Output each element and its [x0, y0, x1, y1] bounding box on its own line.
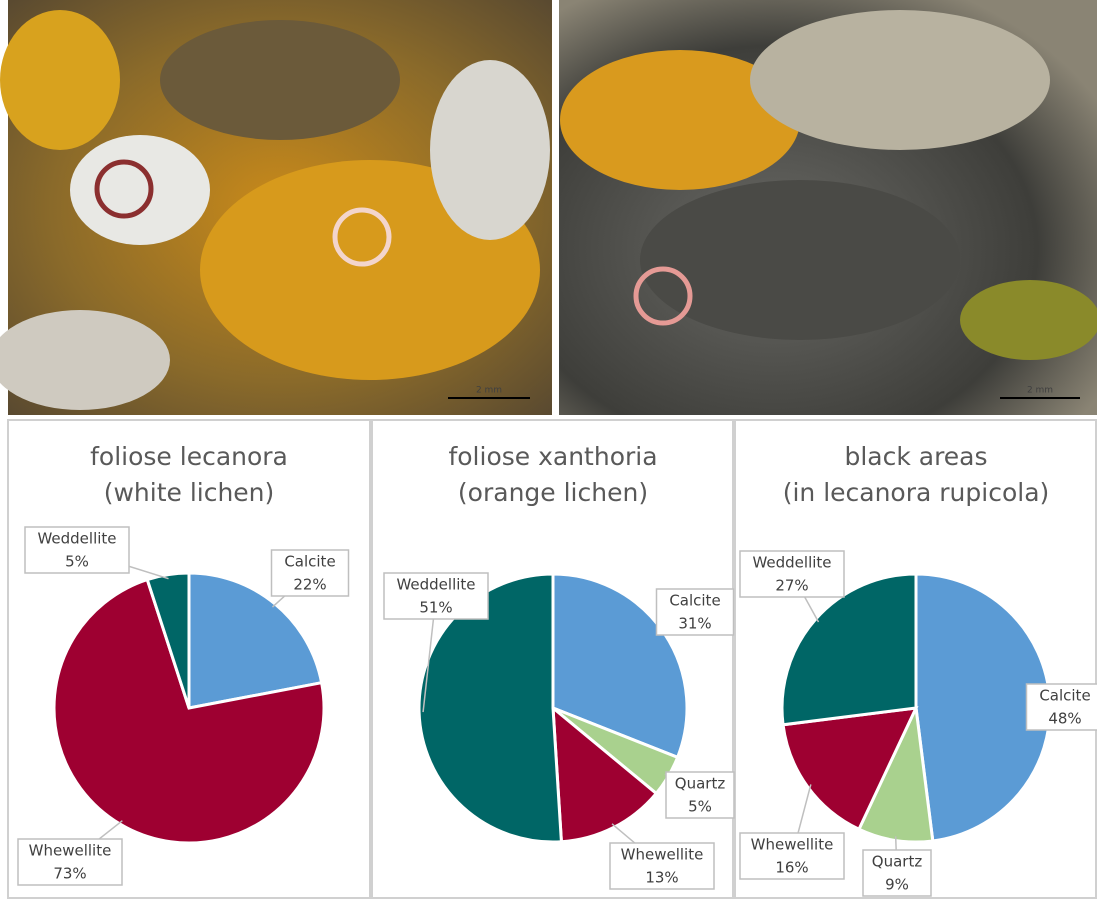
label-category: Whewellite — [621, 846, 704, 864]
label-value: 27% — [775, 577, 808, 595]
data-label: Quartz 9% — [862, 849, 932, 897]
label-box — [270, 549, 350, 597]
data-label: Weddellite 27% — [739, 550, 845, 598]
data-label: Whewellite 73% — [17, 838, 123, 886]
data-label: Quartz 5% — [665, 771, 735, 819]
label-category: Calcite — [284, 553, 335, 571]
data-label: Calcite 48% — [1025, 683, 1097, 731]
data-label: Calcite 22% — [270, 549, 350, 597]
label-category: Calcite — [669, 592, 720, 610]
pie-slice — [780, 572, 918, 727]
label-category: Weddellite — [37, 530, 116, 548]
label-box — [862, 849, 932, 897]
pie-slice — [417, 572, 564, 844]
label-category: Whewellite — [751, 836, 834, 854]
scale-label: 2 mm — [476, 386, 502, 396]
label-value: 13% — [645, 869, 678, 887]
label-category: Weddellite — [396, 576, 475, 594]
pie-slice — [781, 706, 919, 832]
scale-label: 2 mm — [1027, 386, 1053, 396]
data-label: Whewellite 13% — [609, 842, 715, 890]
chart-title: (orange lichen) — [458, 478, 648, 507]
label-box — [1025, 683, 1097, 731]
photo-left: 2 mm — [0, 0, 552, 415]
label-value: 9% — [885, 876, 909, 894]
chart-title: (white lichen) — [104, 478, 275, 507]
chart-title: foliose xanthoria — [448, 442, 657, 471]
label-category: Calcite — [1039, 687, 1090, 705]
label-category: Whewellite — [29, 842, 112, 860]
label-value: 16% — [775, 859, 808, 877]
label-box — [609, 842, 715, 890]
label-value: 48% — [1048, 710, 1081, 728]
data-label: Weddellite 5% — [24, 526, 130, 574]
label-box — [655, 588, 735, 636]
label-value: 22% — [293, 576, 326, 594]
chart-title: (in lecanora rupicola) — [783, 478, 1050, 507]
label-box — [24, 526, 130, 574]
pie-slice — [145, 571, 191, 709]
data-label: Weddellite 51% — [383, 572, 489, 620]
label-value: 5% — [65, 553, 89, 571]
chart-frames — [7, 419, 1097, 899]
label-value: 73% — [53, 865, 86, 883]
data-label: Calcite 31% — [655, 588, 735, 636]
label-value: 51% — [419, 599, 452, 617]
label-value: 5% — [688, 798, 712, 816]
chart-title: foliose lecanora — [90, 442, 288, 471]
label-box — [665, 771, 735, 819]
pie-slice — [551, 704, 659, 844]
data-label: Whewellite 16% — [739, 832, 845, 880]
label-box — [17, 838, 123, 886]
label-box — [739, 550, 845, 598]
pie-slice — [52, 577, 326, 845]
chart-title: black areas — [844, 442, 987, 471]
label-box — [739, 832, 845, 880]
photo-right: 2 mm — [559, 0, 1097, 415]
label-category: Quartz — [675, 775, 726, 793]
label-value: 31% — [678, 615, 711, 633]
label-category: Quartz — [872, 853, 923, 871]
label-box — [383, 572, 489, 620]
label-category: Weddellite — [752, 554, 831, 572]
